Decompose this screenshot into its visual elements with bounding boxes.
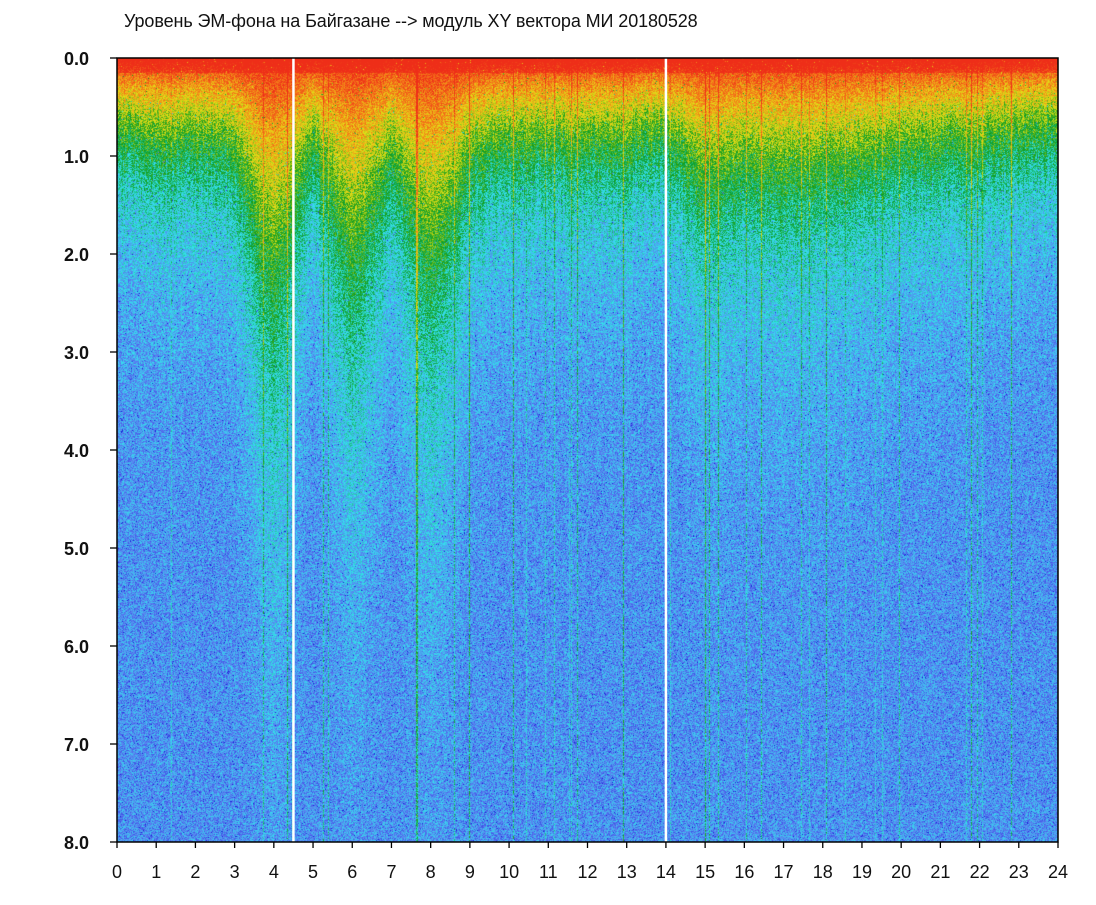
x-tick-label-18: 18 (813, 862, 833, 882)
x-tick-label-19: 19 (852, 862, 872, 882)
x-tick-label-21: 21 (930, 862, 950, 882)
y-tick-label-6.0: 6.0 (64, 637, 89, 657)
y-tick-label-3.0: 3.0 (64, 343, 89, 363)
x-tick-label-6: 6 (347, 862, 357, 882)
y-tick-label-0.0: 0.0 (64, 49, 89, 69)
x-tick-label-22: 22 (970, 862, 990, 882)
y-tick-label-8.0: 8.0 (64, 833, 89, 853)
y-tick-label-4.0: 4.0 (64, 441, 89, 461)
x-tick-label-7: 7 (386, 862, 396, 882)
x-tick-label-8: 8 (426, 862, 436, 882)
x-tick-label-5: 5 (308, 862, 318, 882)
heatmap-raster (117, 58, 1058, 842)
y-tick-label-2.0: 2.0 (64, 245, 89, 265)
x-tick-label-13: 13 (617, 862, 637, 882)
x-tick-label-2: 2 (190, 862, 200, 882)
x-tick-label-4: 4 (269, 862, 279, 882)
x-tick-label-23: 23 (1009, 862, 1029, 882)
x-tick-label-10: 10 (499, 862, 519, 882)
y-tick-label-5.0: 5.0 (64, 539, 89, 559)
x-tick-label-24: 24 (1048, 862, 1068, 882)
x-tick-label-9: 9 (465, 862, 475, 882)
x-tick-label-11: 11 (539, 862, 558, 882)
x-tick-label-17: 17 (774, 862, 794, 882)
y-tick-label-7.0: 7.0 (64, 735, 89, 755)
x-tick-label-16: 16 (734, 862, 754, 882)
chart-title: Уровень ЭМ-фона на Байгазане --> модуль … (124, 11, 698, 31)
x-tick-label-15: 15 (695, 862, 715, 882)
x-tick-label-0: 0 (112, 862, 122, 882)
x-tick-label-1: 1 (151, 862, 161, 882)
x-tick-label-12: 12 (577, 862, 597, 882)
x-tick-label-20: 20 (891, 862, 911, 882)
plot-layer (117, 58, 1058, 842)
x-tick-label-14: 14 (656, 862, 676, 882)
x-tick-label-3: 3 (230, 862, 240, 882)
axis-layer: 0 1 2 3 4 5 6 7 8 9 10 11 12 13 14 15 16 17 18 19 20 21 22 23 24… (64, 49, 1068, 882)
y-tick-label-1.0: 1.0 (64, 147, 89, 167)
